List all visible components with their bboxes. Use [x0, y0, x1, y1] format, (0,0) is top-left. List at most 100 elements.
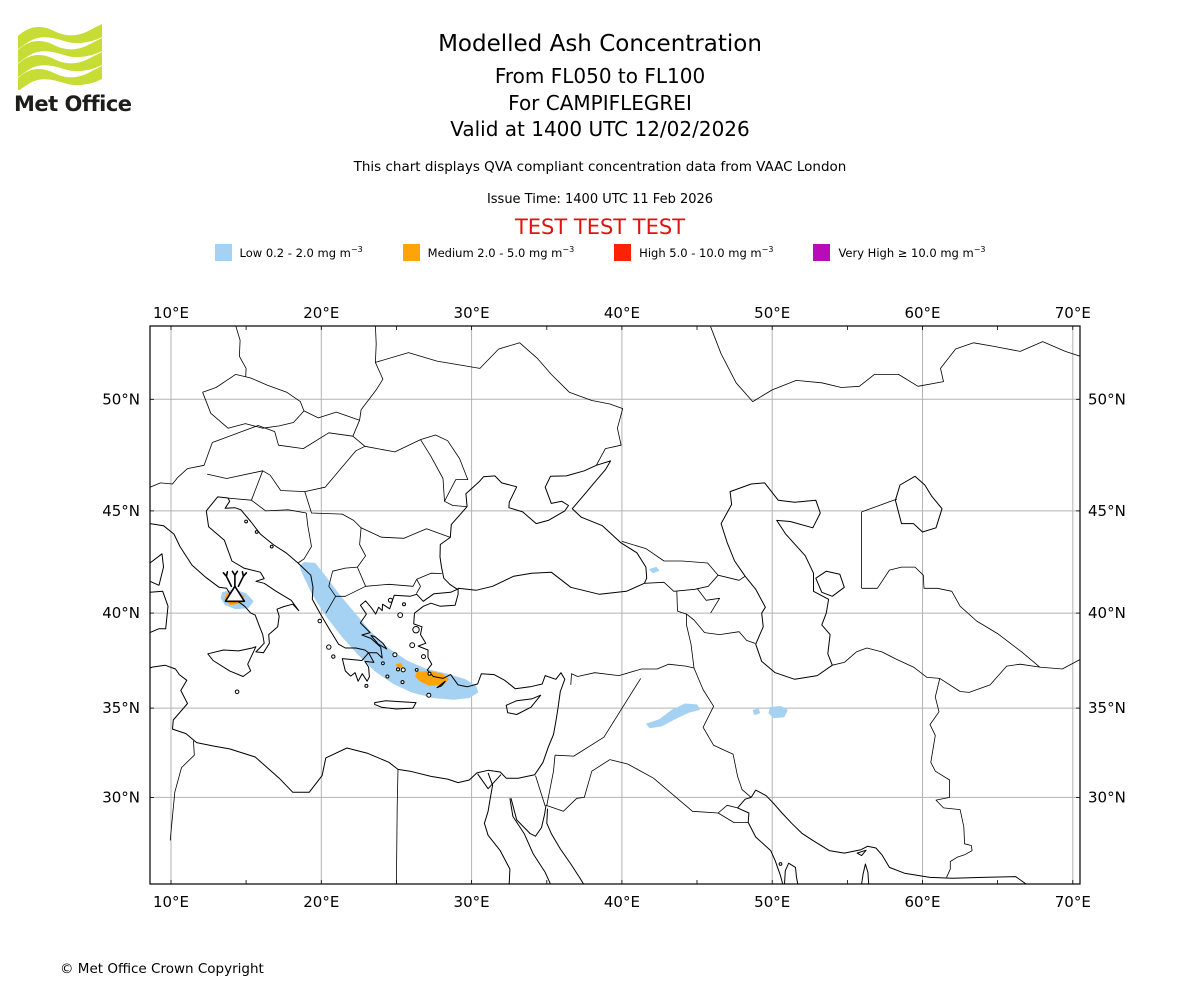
logo-waves-icon [18, 24, 102, 91]
country-border [150, 442, 213, 488]
island [317, 618, 323, 624]
legend-swatch-high [614, 244, 632, 261]
copyright: © Met Office Crown Copyright [60, 961, 264, 977]
island [385, 674, 390, 679]
subtitle-flight-levels: From FL050 to FL100 [494, 64, 706, 88]
legend-item-high: High 5.0 - 10.0 mg m−3 [614, 244, 773, 261]
coastline [477, 773, 502, 790]
legend-item-very-high: Very High ≥ 10.0 mg m−3 [813, 244, 985, 261]
coastline [509, 798, 551, 884]
gridlines [150, 326, 1080, 884]
country-border [676, 591, 756, 644]
legend-sup-high: −3 [761, 245, 774, 255]
island [427, 671, 432, 676]
issue-time: Issue Time: 1400 UTC 11 Feb 2026 [486, 192, 714, 207]
legend-sup-low: −3 [350, 245, 363, 255]
island [331, 654, 336, 659]
map-frame [149, 325, 1081, 885]
lon-label-top: 10°E [153, 304, 189, 322]
lat-label-left: 40°N [102, 604, 140, 622]
island [400, 680, 405, 685]
lat-label-left: 50°N [102, 390, 140, 408]
island [426, 692, 432, 698]
country-border [832, 647, 1040, 693]
country-border [169, 740, 195, 841]
legend-label-high: High 5.0 - 10.0 mg m [639, 245, 762, 260]
country-border [202, 374, 305, 429]
lon-label-bottom: 10°E [153, 893, 189, 911]
country-border [335, 585, 366, 597]
country-border [416, 579, 421, 594]
legend-swatch-medium [402, 244, 420, 261]
island [254, 530, 259, 534]
qva-description: This chart displays QVA compliant concen… [353, 159, 847, 175]
country-border [420, 434, 469, 507]
coastline [720, 482, 833, 680]
island [396, 667, 400, 672]
country-border [644, 574, 719, 592]
country-border [861, 566, 1080, 670]
lat-label-left: 35°N [102, 699, 140, 717]
subtitle-valid-time: Valid at 1400 UTC 12/02/2026 [450, 117, 750, 141]
ash-plume-low [768, 705, 788, 719]
lon-label-top: 20°E [303, 304, 339, 322]
country-border [861, 498, 898, 513]
legend: Low 0.2 - 2.0 mg m−3 Medium 2.0 - 5.0 mg… [0, 244, 1200, 261]
lat-label-right: 35°N [1088, 699, 1126, 717]
island [402, 602, 406, 607]
country-border [304, 491, 451, 539]
island [234, 689, 240, 695]
country-border [212, 420, 360, 449]
country-border [357, 566, 442, 587]
lon-label-bottom: 40°E [604, 893, 640, 911]
legend-item-medium: Medium 2.0 - 5.0 mg m−3 [402, 244, 574, 261]
island [421, 654, 426, 660]
lat-label-right: 30°N [1088, 788, 1126, 806]
subtitle-volcano: For CAMPIFLEGREI [508, 91, 692, 115]
coastline [483, 772, 511, 884]
island [397, 612, 404, 619]
country-border [609, 759, 738, 814]
country-border [375, 342, 624, 466]
legend-swatch-low [214, 244, 232, 261]
lon-label-top: 40°E [604, 304, 640, 322]
country-border [420, 439, 445, 502]
lon-label-bottom: 30°E [454, 893, 490, 911]
country-border [554, 678, 642, 757]
coastline [784, 862, 799, 884]
map: 10°E 10°E 20°E 20°E 30°E 30°E 40°E 40°E 50°E 50°E… [102, 304, 1126, 911]
country-border [570, 614, 695, 685]
coastline [150, 590, 169, 634]
coastline [510, 798, 547, 837]
island [412, 626, 420, 634]
country-border [717, 812, 749, 823]
ash-plume-medium [415, 670, 450, 686]
lon-label-bottom: 60°E [904, 893, 940, 911]
ash-plume-low [645, 703, 701, 729]
island [381, 661, 385, 666]
island [400, 667, 406, 673]
lon-label-bottom: 20°E [303, 893, 339, 911]
country-border [226, 439, 421, 501]
country-border [693, 667, 752, 798]
lon-label-top: 60°E [904, 304, 940, 322]
country-border [297, 512, 312, 564]
country-border [546, 755, 556, 806]
ash-plume-low [299, 562, 479, 700]
lat-label-right: 40°N [1088, 604, 1126, 622]
island [269, 544, 274, 549]
country-border [303, 326, 384, 421]
island [326, 644, 332, 650]
lon-label-top: 30°E [454, 304, 490, 322]
coastline [750, 789, 1027, 884]
test-banner: TEST TEST TEST [514, 215, 686, 239]
country-border [352, 435, 366, 447]
coastline [207, 646, 257, 677]
country-border [396, 769, 399, 884]
coastline [370, 635, 388, 650]
legend-sup-very-high: −3 [973, 245, 986, 255]
coastline [546, 808, 585, 884]
coastline [150, 553, 164, 586]
island [414, 668, 419, 672]
